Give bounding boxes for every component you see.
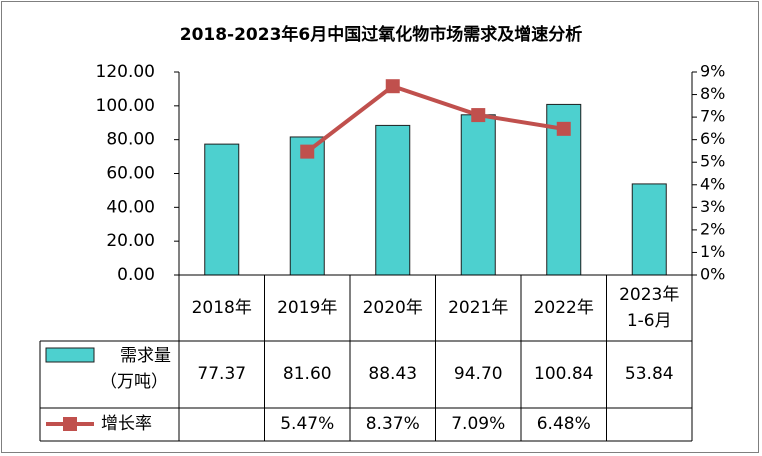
y-tick-label-right: 7% <box>700 107 725 126</box>
y-tick-label-right: 3% <box>700 197 725 216</box>
legend-line-label: 增长率 <box>101 414 152 434</box>
chart-title: 2018-2023年6月中国过氧化物市场需求及增速分析 <box>179 25 583 45</box>
legend-line-marker <box>63 417 77 431</box>
growth-marker <box>471 108 486 123</box>
growth-marker <box>556 121 571 136</box>
y-tick-label-right: 0% <box>700 265 725 284</box>
x-tick-label: 2022年 <box>534 298 594 318</box>
y-tick-label-left: 20.00 <box>106 231 155 251</box>
bar <box>289 136 325 276</box>
growth-marker <box>300 144 315 159</box>
x-tick-label: 2020年 <box>363 298 423 318</box>
table-cell-demand: 81.60 <box>283 364 332 384</box>
y-tick-label-right: 5% <box>700 152 725 171</box>
bar <box>631 183 667 276</box>
y-tick-label-left: 0.00 <box>117 265 155 285</box>
x-tick-label: 2023年 <box>619 285 679 305</box>
growth-marker <box>385 79 400 94</box>
x-tick-label: 2019年 <box>277 298 337 318</box>
bar <box>460 114 496 276</box>
bar <box>204 143 240 276</box>
x-tick-label: 2018年 <box>192 298 252 318</box>
table-cell-growth: 6.48% <box>537 414 591 434</box>
y-tick-label-left: 80.00 <box>106 130 155 150</box>
y-tick-label-left: 120.00 <box>96 62 155 82</box>
y-tick-label-right: 1% <box>700 242 725 261</box>
legend-bar-unit: （万吨） <box>100 372 168 392</box>
growth-line <box>306 83 565 154</box>
x-tick-label: 2021年 <box>448 298 508 318</box>
y-tick-label-right: 9% <box>700 62 725 81</box>
y-tick-label-right: 8% <box>700 84 725 103</box>
y-tick-label-left: 100.00 <box>96 96 155 116</box>
table-cell-demand: 100.84 <box>534 364 593 384</box>
legend-bar-label: 需求量 <box>120 346 171 366</box>
y-tick-label-right: 2% <box>700 219 725 238</box>
bar <box>375 124 411 276</box>
table-cell-growth: 8.37% <box>366 414 420 434</box>
y-tick-label-left: 60.00 <box>106 164 155 184</box>
table-cell-demand: 94.70 <box>454 364 503 384</box>
y-tick-label-right: 6% <box>700 129 725 148</box>
legend-bar-swatch <box>45 347 95 363</box>
table-cell-growth: 7.09% <box>451 414 505 434</box>
table-cell-demand: 77.37 <box>197 364 246 384</box>
x-tick-label: 1-6月 <box>627 311 672 331</box>
y-tick-label-right: 4% <box>700 174 725 193</box>
table-cell-growth: 5.47% <box>280 414 334 434</box>
table-cell-demand: 53.84 <box>625 364 674 384</box>
y-tick-label-left: 40.00 <box>106 197 155 217</box>
table-cell-demand: 88.43 <box>368 364 417 384</box>
